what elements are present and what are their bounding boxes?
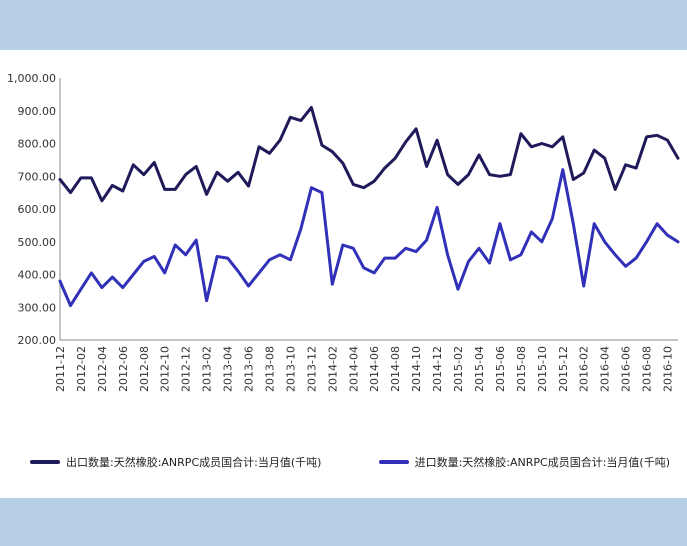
y-tick-label: 800.00 — [18, 138, 57, 151]
x-tick-label: 2014-06 — [368, 346, 381, 392]
x-tick-label: 2015-06 — [494, 346, 507, 392]
x-tick-label: 2016-06 — [620, 346, 633, 392]
x-tick-label: 2013-06 — [243, 346, 256, 392]
y-tick-label: 300.00 — [18, 301, 57, 314]
x-tick-label: 2016-02 — [578, 346, 591, 392]
x-tick-label: 2013-12 — [305, 346, 318, 392]
legend-swatch-export — [30, 460, 60, 464]
x-tick-label: 2012-08 — [138, 346, 151, 392]
x-tick-label: 2011-12 — [54, 346, 67, 392]
x-tick-label: 2016-08 — [641, 346, 654, 392]
x-tick-label: 2015-02 — [452, 346, 465, 392]
x-tick-label: 2015-12 — [557, 346, 570, 392]
x-tick-label: 2015-08 — [515, 346, 528, 392]
chart-panel: 1,000.00 900.00 800.00 700.00 600.00 500.00 40… — [0, 50, 687, 498]
x-tick-label: 2016-04 — [599, 346, 612, 392]
series-line-export — [58, 106, 680, 203]
legend-label-export: 出口数量:天然橡胶:ANRPC成员国合计:当月值(千吨) — [66, 456, 322, 469]
x-tick-label: 2012-10 — [159, 346, 172, 392]
legend: 出口数量:天然橡胶:ANRPC成员国合计:当月值(千吨) 进口数量:天然橡胶:A… — [30, 454, 670, 470]
x-tick-label: 2015-10 — [536, 346, 549, 392]
legend-swatch-import — [378, 460, 409, 464]
x-tick-label: 2013-08 — [263, 346, 276, 392]
x-tick-label: 2012-12 — [180, 346, 193, 392]
series-line-import — [58, 168, 680, 308]
x-tick-label: 2013-10 — [284, 346, 297, 392]
y-axis: 1,000.00 900.00 800.00 700.00 600.00 500.00 40… — [7, 72, 61, 347]
legend-item-import: 进口数量:天然橡胶:ANRPC成员国合计:当月值(千吨) — [378, 454, 670, 470]
x-tick-label: 2014-08 — [389, 346, 402, 392]
x-axis: 2011-12 2012-02 2012-04 2012-06 2012-08 2012-… — [54, 339, 678, 392]
x-tick-label: 2014-12 — [431, 346, 444, 392]
y-tick-label: 600.00 — [18, 203, 57, 216]
y-tick-label: 1,000.00 — [7, 72, 56, 85]
x-tick-label: 2015-04 — [473, 346, 486, 392]
x-tick-label: 2016-10 — [662, 346, 675, 392]
x-tick-label: 2014-02 — [326, 346, 339, 392]
y-tick-label: 700.00 — [18, 170, 57, 183]
y-tick-label: 400.00 — [18, 269, 57, 282]
legend-label-import: 进口数量:天然橡胶:ANRPC成员国合计:当月值(千吨) — [414, 456, 670, 469]
line-chart: 1,000.00 900.00 800.00 700.00 600.00 500.00 40… — [7, 72, 680, 392]
x-tick-label: 2013-02 — [201, 346, 214, 392]
series-layer — [58, 106, 680, 308]
x-tick-label: 2012-02 — [75, 346, 88, 392]
legend-item-export: 出口数量:天然橡胶:ANRPC成员国合计:当月值(千吨) — [30, 454, 321, 470]
x-tick-label: 2012-04 — [96, 346, 109, 392]
x-tick-label: 2014-10 — [410, 346, 423, 392]
x-tick-label: 2014-04 — [347, 346, 360, 392]
y-tick-label: 200.00 — [18, 334, 57, 347]
x-tick-label: 2013-04 — [222, 346, 235, 392]
x-tick-label: 2012-06 — [117, 346, 130, 392]
y-tick-label: 500.00 — [18, 236, 57, 249]
y-tick-label: 900.00 — [18, 105, 57, 118]
